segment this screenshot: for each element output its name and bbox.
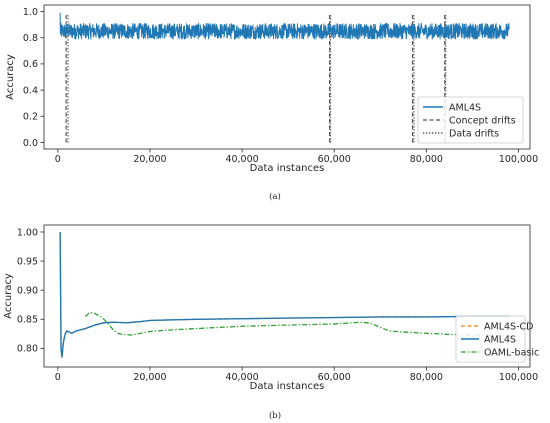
panel-a-y-tick-label: 0.2 [23,112,38,123]
panel-b-x-tick-label: 60,000 [318,372,351,383]
panel-a-y-axis-label: Accuracy [5,54,16,100]
panel-a-y-tick-label: 0.6 [23,59,38,70]
panel-b-legend-label-aml4s-cd: AML4S-CD [484,322,533,333]
panel-b-legend-label-aml4s: AML4S [484,335,516,346]
panel-b-legend: AML4S-CD AML4S OAML-basic [455,315,539,363]
panel-a-x-tick-label: 80,000 [410,154,443,165]
panel-a-legend-label-aml4s: AML4S [449,103,481,114]
aml4s-series-line [59,12,510,40]
panel-b-frame [43,224,531,368]
panel-b: 0 20,000 40,000 60,000 80,000 100,000 0.800.8… [3,224,539,421]
panel-b-caption: (b) [269,410,281,421]
panel-b-x-tick-label: 40,000 [225,372,258,383]
panel-b-y-tick-label: 0.85 [17,315,38,326]
panel-b-x-axis-label: Data instances [250,381,325,392]
panel-b-y-tick-label: 0.95 [17,256,38,267]
panel-a-caption: (a) [269,191,281,202]
panel-a-y-tick-label: 1.0 [23,7,38,18]
panel-a: 0 20,000 40,000 60,000 80,000 100,000 0.00.20… [5,4,538,202]
panel-a-y-tick-label: 0.0 [23,138,38,149]
panel-a-x-ticks: 0 20,000 40,000 60,000 80,000 100,000 [55,149,538,165]
aml4s-series-line [59,231,510,358]
panel-b-y-tick-label: 1.00 [17,227,38,238]
panel-a-y-ticks: 0.0 0.2 0.4 0.6 0.8 1.0 [23,7,44,149]
panel-b-x-tick-label: 100,000 [499,372,538,383]
panel-b-x-ticks: 0 20,000 40,000 60,000 80,000 100,000 [55,367,538,383]
panel-b-y-ticks: 0.80 0.85 0.90 0.95 1.00 [17,227,44,355]
panel-a-x-tick-label: 0 [55,154,61,165]
panel-a-x-tick-label: 20,000 [133,154,166,165]
aml4s-cd-series-line [59,231,510,358]
panel-a-x-tick-label: 60,000 [318,154,351,165]
panel-b-y-tick-label: 0.80 [17,344,38,355]
panel-a-legend-label-concept-drifts: Concept drifts [449,116,516,127]
panel-b-legend-box [455,315,526,363]
panel-a-x-axis-label: Data instances [250,163,325,174]
panel-b-plot-area [59,231,510,358]
panel-b-legend-label-oaml-basic: OAML-basic [484,348,539,359]
panel-a-y-tick-label: 0.4 [23,85,38,96]
panel-a-frame [43,4,531,150]
panel-b-y-tick-label: 0.90 [17,285,38,296]
panel-b-x-tick-label: 80,000 [410,372,443,383]
panel-a-legend-label-data-drifts: Data drifts [449,129,499,140]
panel-a-legend-box [417,96,524,144]
oaml-basic-series-line [85,311,510,337]
panel-a-x-tick-label: 40,000 [225,154,258,165]
panel-a-legend: AML4S Concept drifts Data drifts [417,96,524,144]
panel-b-y-axis-label: Accuracy [3,273,14,319]
panel-a-y-tick-label: 0.8 [23,33,38,44]
panel-a-x-tick-label: 100,000 [499,154,538,165]
panel-b-x-tick-label: 0 [55,372,61,383]
panel-b-x-tick-label: 20,000 [133,372,166,383]
